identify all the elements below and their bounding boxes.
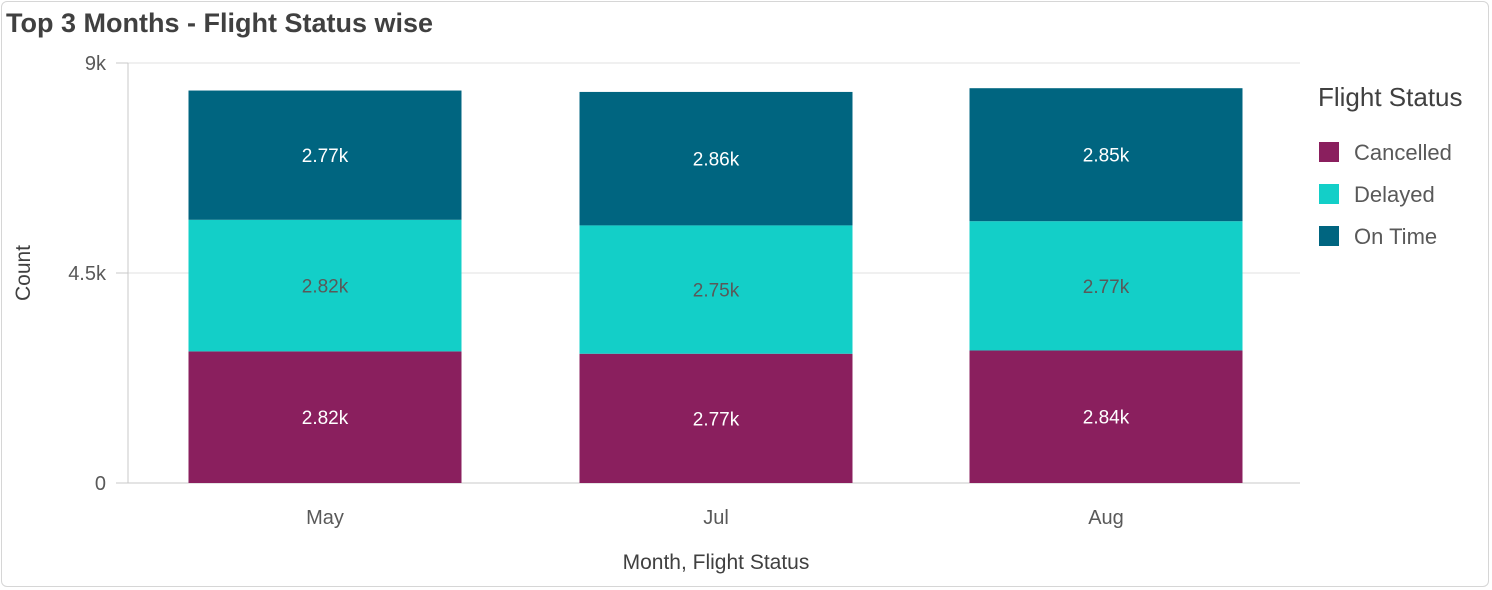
bar-delayed-aug[interactable]	[969, 221, 1243, 351]
bar-delayed-jul[interactable]	[579, 225, 853, 354]
bar-cancelled-jul[interactable]	[579, 353, 853, 483]
bar-delayed-may[interactable]	[188, 219, 462, 352]
data-label: 2.86k	[693, 150, 740, 171]
data-label: 2.77k	[302, 146, 349, 167]
y-tick-label: 4.5k	[68, 263, 107, 285]
x-tick-label: May	[306, 507, 344, 529]
legend-item-label[interactable]: On Time	[1354, 224, 1437, 249]
data-label: 2.75k	[693, 281, 740, 302]
data-label: 2.77k	[1083, 277, 1130, 298]
chart-title: Top 3 Months - Flight Status wise	[6, 8, 433, 38]
bars	[188, 88, 1243, 483]
data-label: 2.77k	[693, 409, 740, 430]
legend: Flight Status Cancelled Delayed On Time	[1318, 82, 1463, 249]
legend-swatch	[1319, 184, 1339, 204]
bar-on-time-may[interactable]	[188, 90, 462, 220]
x-axis-title: Month, Flight Status	[623, 551, 810, 574]
x-tick-label: Aug	[1088, 507, 1124, 529]
data-label: 2.85k	[1083, 146, 1130, 167]
bar-on-time-jul[interactable]	[579, 91, 853, 226]
y-tick-label: 0	[95, 473, 106, 495]
legend-swatch	[1319, 142, 1339, 162]
legend-item-label[interactable]: Delayed	[1354, 182, 1435, 207]
legend-item-label[interactable]: Cancelled	[1354, 140, 1452, 165]
data-label: 2.82k	[302, 408, 349, 429]
data-label: 2.84k	[1083, 408, 1130, 429]
bar-cancelled-may[interactable]	[188, 351, 462, 483]
legend-title: Flight Status	[1318, 82, 1463, 112]
y-axis-title: Count	[12, 245, 35, 301]
y-tick-label: 9k	[85, 53, 107, 75]
bar-cancelled-aug[interactable]	[969, 350, 1243, 483]
bar-on-time-aug[interactable]	[969, 88, 1243, 222]
data-labels: 2.82k 2.82k 2.77k 2.77k 2.75k 2.86k 2.84k 2.77k…	[302, 146, 1130, 431]
x-tick-label: Jul	[703, 507, 729, 529]
data-label: 2.82k	[302, 277, 349, 298]
legend-swatch	[1319, 226, 1339, 246]
